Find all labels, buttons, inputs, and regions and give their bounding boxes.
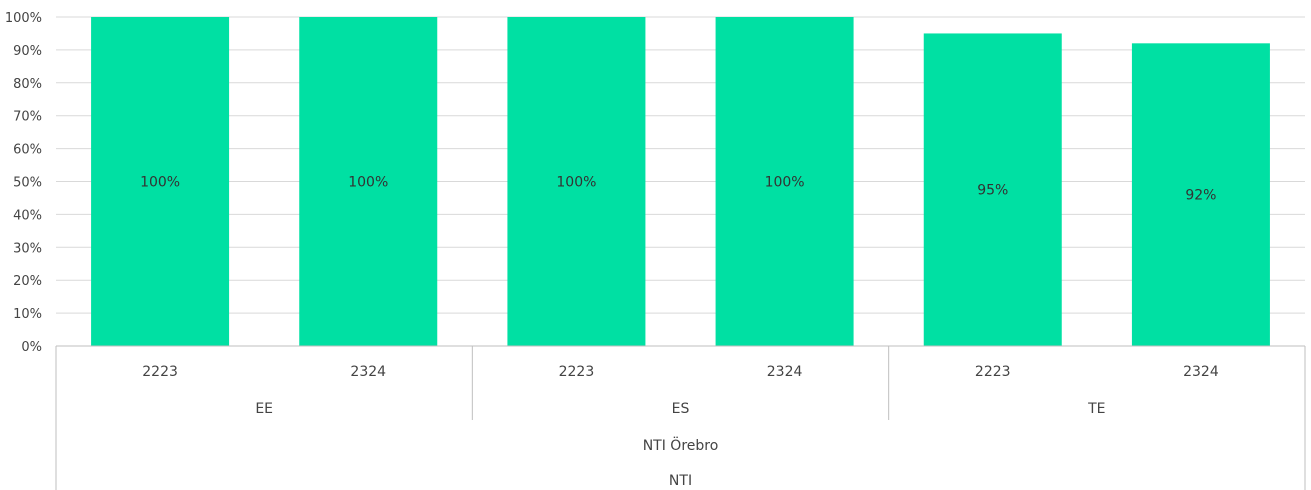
x-level3-label: NTI Örebro: [643, 436, 719, 454]
axes: [55, 345, 1306, 490]
gridlines: [56, 16, 1305, 347]
x-group-label: EE: [255, 401, 273, 417]
y-tick-label: 100%: [5, 11, 42, 26]
bars: [91, 17, 1270, 346]
data-label: 100%: [765, 175, 805, 191]
bar: [715, 17, 854, 346]
y-tick-label: 70%: [13, 110, 42, 125]
data-label: 100%: [348, 175, 388, 191]
x-category-label: 2223: [142, 364, 178, 380]
y-tick-label: 10%: [13, 307, 42, 322]
y-tick-label: 0%: [21, 340, 42, 355]
y-tick-label: 50%: [13, 176, 42, 191]
data-label: 92%: [1185, 188, 1216, 204]
x-group-label: ES: [672, 401, 690, 417]
bar: [299, 17, 438, 346]
data-label: 100%: [140, 175, 180, 191]
x-category-label: 2223: [559, 364, 595, 380]
y-tick-label: 90%: [13, 44, 42, 59]
x-group-label: TE: [1087, 401, 1105, 417]
bar: [91, 17, 230, 346]
x-category-label: 2324: [350, 364, 386, 380]
labels: 0% 10% 20% 30% 40% 50% 60% 70% 80% 90% 100% 100% 222…: [5, 11, 1219, 489]
y-tick-label: 80%: [13, 77, 42, 92]
x-category-label: 2223: [975, 364, 1011, 380]
data-label: 95%: [977, 183, 1008, 199]
y-tick-label: 20%: [13, 274, 42, 289]
data-label: 100%: [556, 175, 596, 191]
y-tick-label: 60%: [13, 143, 42, 158]
bar: [507, 17, 646, 346]
x-level4-label: NTI: [669, 473, 692, 489]
y-tick-label: 30%: [13, 241, 42, 256]
bar: [1131, 43, 1270, 346]
bar: [923, 33, 1062, 346]
x-category-label: 2324: [767, 364, 803, 380]
x-category-label: 2324: [1183, 364, 1219, 380]
y-tick-label: 40%: [13, 208, 42, 223]
